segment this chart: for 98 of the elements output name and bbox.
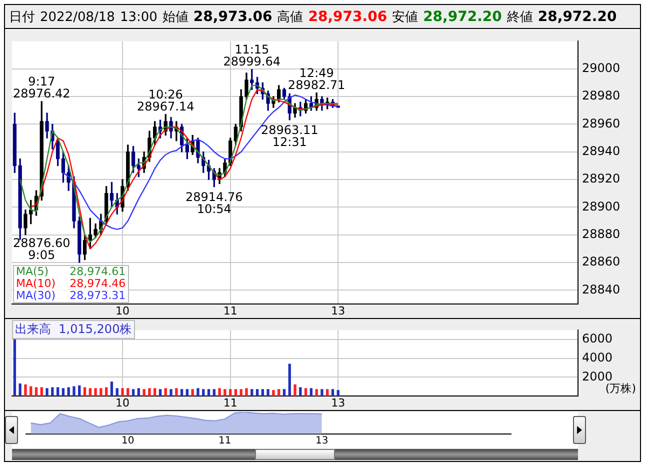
bar bbox=[13, 339, 16, 396]
bar bbox=[310, 388, 312, 396]
x-tick-label: 11 bbox=[218, 436, 232, 447]
bar bbox=[256, 389, 259, 396]
bar bbox=[51, 387, 54, 396]
bar bbox=[170, 389, 172, 396]
x-tick-label: 13 bbox=[331, 396, 346, 410]
x-tick-label: 10 bbox=[121, 436, 134, 447]
bar bbox=[326, 389, 329, 396]
bar bbox=[158, 389, 162, 396]
annotation: 9:17 28976.42 bbox=[13, 74, 70, 100]
y-tick-label: 28980 bbox=[582, 88, 620, 103]
annotation: 11:15 28999.64 bbox=[223, 42, 281, 68]
x-tick-label: 13 bbox=[331, 304, 346, 318]
bar bbox=[224, 389, 226, 396]
bar bbox=[240, 389, 242, 396]
bar bbox=[83, 387, 86, 396]
bar bbox=[336, 390, 340, 396]
annotation: 28876.60 9:05 bbox=[13, 236, 70, 262]
chart-title: 出来高 1,015,200株 bbox=[12, 320, 135, 339]
bar bbox=[62, 388, 65, 396]
x-tick-label: 10 bbox=[116, 304, 130, 318]
y-tick-label: 2000 bbox=[582, 369, 613, 384]
bar bbox=[137, 388, 140, 396]
bar bbox=[34, 387, 38, 396]
bar bbox=[18, 383, 22, 396]
bar bbox=[142, 389, 146, 396]
bar bbox=[304, 388, 308, 396]
annotation: 28,974.61 bbox=[70, 265, 126, 278]
bar bbox=[78, 385, 81, 396]
x-tick-label: 10 bbox=[116, 396, 130, 410]
bar bbox=[320, 389, 324, 396]
x-tick-label: 13 bbox=[315, 436, 328, 447]
bar bbox=[294, 384, 296, 396]
bar bbox=[56, 387, 60, 396]
bar bbox=[278, 389, 280, 396]
annotation: 28914.76 10:54 bbox=[186, 190, 243, 216]
annotation: 28963.11 12:31 bbox=[260, 122, 318, 149]
bar bbox=[261, 389, 264, 396]
y-tick-label: 28900 bbox=[582, 199, 620, 214]
bar bbox=[116, 388, 118, 396]
bar bbox=[24, 384, 27, 396]
bar bbox=[228, 389, 232, 396]
bar bbox=[121, 388, 124, 396]
bar bbox=[88, 388, 92, 396]
chart-title: 日付 2022/08/18 13:00 始値 28,973.06 高値 28,973.06 安値 28,972.20 終値 28,972.20 bbox=[9, 9, 617, 25]
bar bbox=[180, 389, 184, 396]
bar bbox=[207, 389, 210, 396]
bar bbox=[175, 388, 178, 396]
bar bbox=[250, 389, 254, 396]
bar bbox=[218, 388, 221, 396]
y-tick-label: 28840 bbox=[582, 282, 620, 296]
bar bbox=[282, 389, 286, 396]
y-tick-label: 28960 bbox=[582, 116, 620, 130]
bar bbox=[46, 388, 48, 396]
bar bbox=[288, 364, 291, 396]
bar bbox=[40, 387, 43, 396]
bar bbox=[105, 387, 108, 396]
bar bbox=[100, 388, 102, 396]
bar bbox=[94, 388, 97, 396]
bar bbox=[196, 388, 200, 396]
annotation: 10:26 28967.14 bbox=[136, 87, 194, 114]
y-axis-title: (万株) bbox=[605, 381, 636, 396]
bar bbox=[315, 389, 318, 396]
bar bbox=[202, 389, 205, 396]
bar bbox=[148, 388, 151, 396]
text: MA(5) bbox=[16, 265, 49, 278]
y-tick-label: 28860 bbox=[582, 254, 620, 269]
x-tick-label: 11 bbox=[223, 396, 238, 410]
y-tick-label: 28880 bbox=[582, 226, 620, 241]
y-tick-label: 28920 bbox=[582, 172, 620, 186]
bar bbox=[299, 387, 302, 396]
bar bbox=[30, 386, 32, 396]
bar bbox=[234, 389, 238, 396]
bar bbox=[67, 387, 70, 396]
x-tick-label: 11 bbox=[223, 304, 238, 318]
annotation: 28,973.31 bbox=[70, 289, 126, 302]
y-tick-label: 4000 bbox=[582, 350, 613, 365]
bar bbox=[266, 389, 270, 396]
text: MA(10) bbox=[16, 277, 56, 290]
bar bbox=[191, 389, 194, 396]
bar bbox=[132, 389, 135, 396]
bar bbox=[245, 388, 248, 396]
text: MA(30) bbox=[16, 289, 56, 302]
bar bbox=[331, 389, 334, 396]
bar bbox=[154, 388, 156, 396]
bar bbox=[72, 386, 76, 396]
y-tick-label: 28940 bbox=[582, 144, 620, 158]
bar bbox=[126, 388, 130, 396]
bar bbox=[186, 389, 189, 396]
bar bbox=[164, 388, 167, 396]
annotation: 28,974.46 bbox=[70, 277, 126, 290]
bar bbox=[212, 389, 216, 396]
bar bbox=[110, 382, 114, 396]
y-tick-label: 6000 bbox=[582, 332, 613, 346]
annotation: 12:49 28982.71 bbox=[288, 66, 346, 92]
bar bbox=[272, 390, 275, 396]
y-tick-label: 29000 bbox=[582, 60, 620, 75]
